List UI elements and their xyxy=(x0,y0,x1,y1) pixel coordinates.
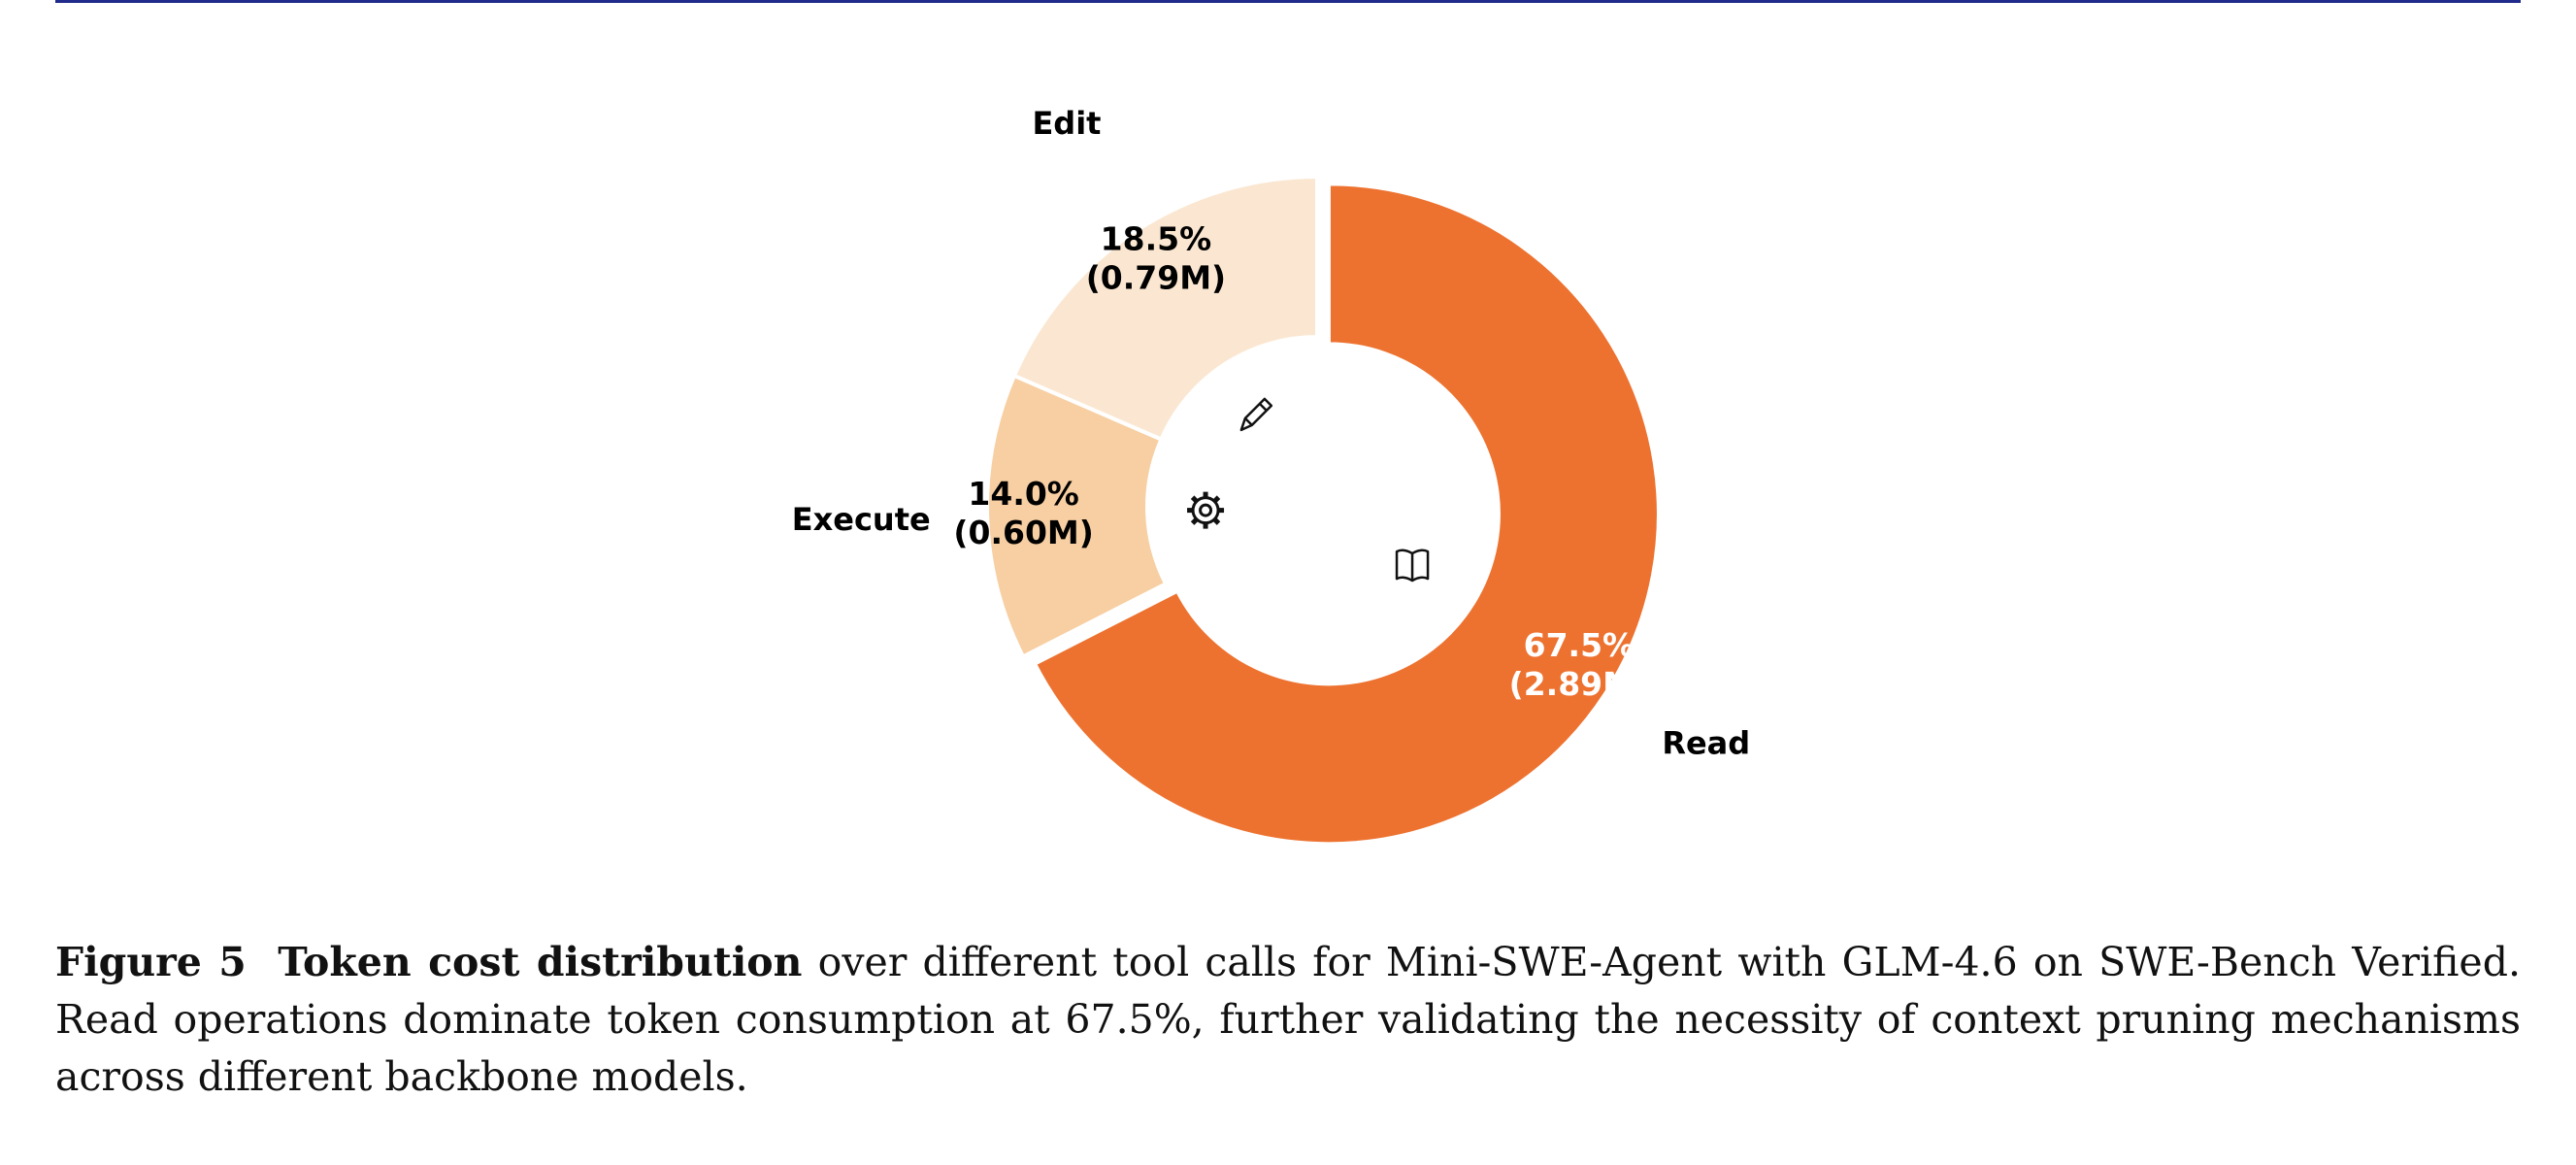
slice-execute xyxy=(985,373,1169,660)
percent-label-execute: 14.0% xyxy=(968,475,1079,513)
figure-label: Figure 5 xyxy=(55,939,247,985)
slice-read xyxy=(1032,182,1661,847)
caption-bold-title: Token cost distribution xyxy=(278,939,803,985)
figure-caption: Figure 5 Token cost distribution over di… xyxy=(55,934,2521,1106)
slice-edit xyxy=(1011,174,1319,443)
token-label-edit: (0.79M) xyxy=(1086,259,1226,297)
top-rule xyxy=(55,0,2521,3)
caption-text: over different tool calls for Mini-SWE-A… xyxy=(55,939,2521,1100)
percent-label-read: 67.5% xyxy=(1524,626,1635,664)
category-label-read: Read xyxy=(1662,725,1750,762)
token-label-execute: (0.60M) xyxy=(953,514,1093,551)
token-label-read: (2.89M) xyxy=(1509,665,1649,703)
percent-label-edit: 18.5% xyxy=(1101,220,1212,258)
gear-icon xyxy=(1187,491,1225,529)
book-icon xyxy=(1395,549,1430,582)
category-label-execute: Execute xyxy=(792,501,931,538)
category-label-edit: Edit xyxy=(1032,105,1101,142)
donut-chart: Read 67.5%(2.89M) Execute 14.0%(0.60M) Edit 1… xyxy=(792,105,1750,847)
pencil-icon xyxy=(1239,397,1273,432)
